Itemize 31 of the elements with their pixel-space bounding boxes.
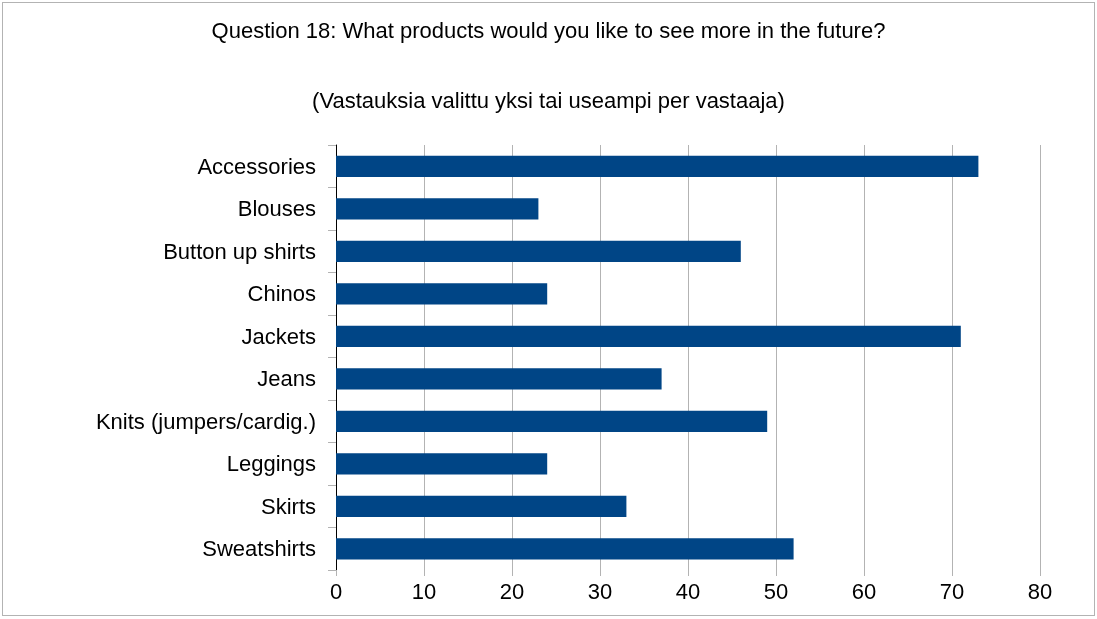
- y-tick-label: Leggings: [226, 451, 316, 477]
- y-tick-label: Blouses: [237, 196, 316, 222]
- bar: [336, 198, 539, 220]
- y-tick-label: Jeans: [257, 366, 316, 392]
- bar: [336, 495, 627, 517]
- x-tick-label: 50: [763, 578, 789, 604]
- y-tick-label: Sweatshirts: [202, 536, 316, 562]
- x-tick-label: 60: [851, 578, 877, 604]
- bar: [336, 368, 662, 390]
- chart-title: Question 18: What products would you like to see more in the future?: [211, 17, 886, 43]
- y-tick-label: Knits (jumpers/cardig.): [95, 408, 316, 434]
- chart-subtitle: (Vastauksia valittu yksi tai useampi per vastaaja): [312, 87, 785, 113]
- x-tick-label: 10: [411, 578, 437, 604]
- y-tick-label: Skirts: [261, 493, 316, 519]
- y-tick-label: Button up shirts: [163, 238, 316, 264]
- bar: [336, 453, 548, 475]
- bar: [336, 283, 548, 305]
- bar: [336, 410, 768, 432]
- x-tick-label: 20: [499, 578, 525, 604]
- y-tick-label: Jackets: [241, 323, 316, 349]
- x-tick-label: 30: [587, 578, 613, 604]
- bar: [336, 325, 961, 347]
- x-tick-label: 80: [1027, 578, 1053, 604]
- bar: [336, 538, 794, 560]
- y-tick-label: Accessories: [197, 153, 316, 179]
- x-tick-label: 70: [939, 578, 965, 604]
- x-tick-label: 0: [329, 578, 343, 604]
- bar: [336, 240, 741, 262]
- x-tick-label: 40: [675, 578, 701, 604]
- y-tick-label: Chinos: [247, 281, 316, 307]
- bar: [336, 155, 979, 177]
